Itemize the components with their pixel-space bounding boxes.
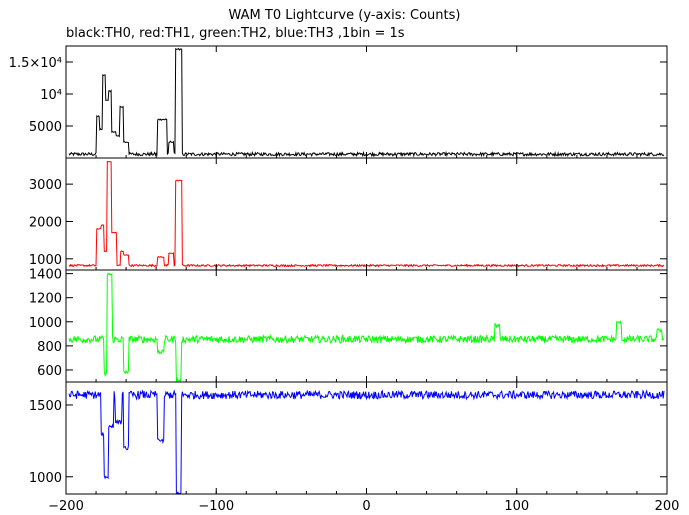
y-tick-label: 600 <box>37 364 62 379</box>
x-tick-label: −100 <box>198 499 234 514</box>
y-tick-label: 3000 <box>29 178 62 193</box>
x-tick-label: 200 <box>655 499 680 514</box>
chart-title: WAM T0 Lightcurve (y-axis: Counts) <box>228 8 461 23</box>
y-tick-label: 5000 <box>29 120 62 135</box>
series-line-th1 <box>68 160 665 268</box>
panel-frame <box>65 45 668 159</box>
y-tick-label: 1400 <box>29 268 62 283</box>
y-tick-label: 2000 <box>29 215 62 230</box>
panel-frame <box>65 157 668 271</box>
series-line-th3 <box>68 389 665 495</box>
x-tick-label: 0 <box>362 499 370 514</box>
x-tick-label: −200 <box>48 499 84 514</box>
y-tick-label: 1.5×10⁴ <box>9 56 62 71</box>
y-tick-label: 1500 <box>29 399 62 414</box>
y-tick-label: 800 <box>37 340 62 355</box>
y-tick-label: 1000 <box>29 316 62 331</box>
series-line-th0 <box>68 47 665 158</box>
panel-frame <box>65 381 668 495</box>
x-tick-label: 100 <box>504 499 529 514</box>
panel-frame <box>65 269 668 383</box>
y-tick-label: 1200 <box>29 292 62 307</box>
y-tick-label: 1000 <box>29 253 62 268</box>
series-line-th2 <box>68 272 665 382</box>
chart-subtitle: black:TH0, red:TH1, green:TH2, blue:TH3 … <box>66 26 405 41</box>
y-tick-label: 1000 <box>29 471 62 486</box>
y-tick-label: 10⁴ <box>40 88 62 103</box>
